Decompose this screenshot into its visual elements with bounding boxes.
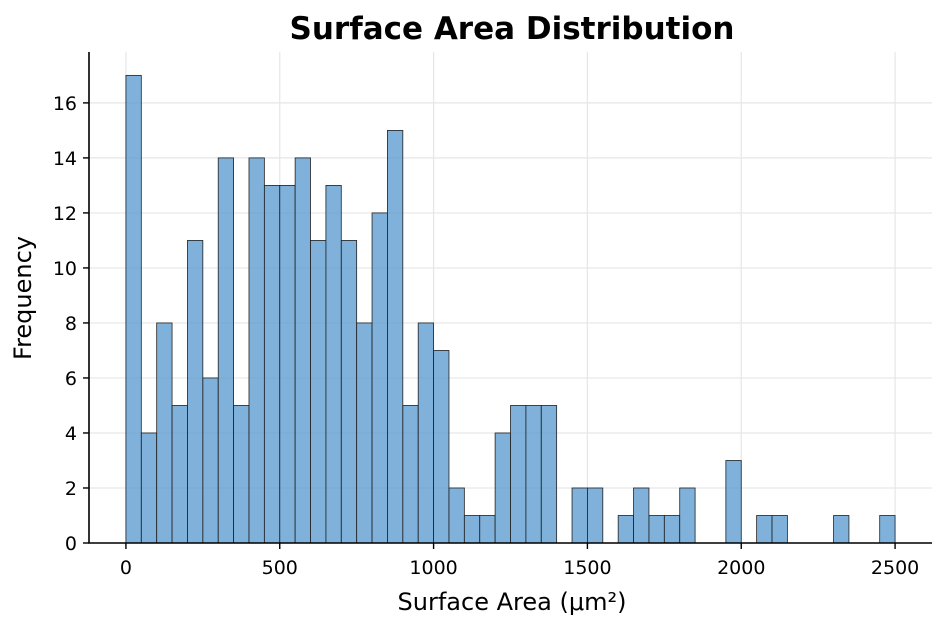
histogram-bar xyxy=(356,322,373,544)
histogram-bar xyxy=(540,405,558,544)
histogram-bar xyxy=(294,157,311,544)
x-tick-label: 2000 xyxy=(717,557,765,579)
histogram-bar xyxy=(417,322,434,544)
y-tick-label: 8 xyxy=(65,313,77,335)
y-tick-label: 16 xyxy=(53,93,77,115)
histogram-bar xyxy=(171,405,188,544)
y-tick-label: 0 xyxy=(65,533,77,555)
histogram-bar xyxy=(756,515,773,544)
y-tick-label: 4 xyxy=(65,423,77,445)
histogram-bar xyxy=(233,405,250,544)
histogram-bar xyxy=(833,515,850,544)
histogram-bar xyxy=(340,240,358,544)
histogram-bar xyxy=(310,240,327,544)
y-tick-label: 10 xyxy=(53,258,77,280)
histogram-bar xyxy=(463,515,481,544)
histogram-bar xyxy=(387,129,404,544)
histogram-bar xyxy=(617,515,634,544)
histogram-bar xyxy=(571,487,588,544)
histogram-bar xyxy=(494,432,511,544)
axes: 0 500 1000 1500 2000 2500 0 2 4 6 8 10 12 14 16 xyxy=(53,52,932,579)
histogram-bar xyxy=(879,515,896,544)
histogram-bar xyxy=(325,185,342,544)
x-tick-label: 1500 xyxy=(563,557,611,579)
chart-title: Surface Area Distribution xyxy=(290,11,735,47)
histogram-bar xyxy=(679,487,696,544)
histogram-bar xyxy=(663,515,681,544)
histogram-bar xyxy=(433,350,450,544)
histogram-bar xyxy=(648,515,665,544)
x-axis-label: Surface Area (μm²) xyxy=(398,588,627,616)
histogram-bar xyxy=(633,487,650,544)
y-tick-label: 2 xyxy=(65,478,77,500)
histogram-bar xyxy=(187,240,204,544)
histogram-bar xyxy=(371,212,388,544)
y-tick-label: 12 xyxy=(53,203,77,225)
x-tick-label: 2500 xyxy=(871,557,919,579)
y-axis-label: Frequency xyxy=(9,236,37,360)
x-tick-label: 0 xyxy=(120,557,132,579)
histogram-bar xyxy=(140,432,158,544)
histogram-bar xyxy=(525,405,542,544)
x-tick-label: 1000 xyxy=(409,557,457,579)
histogram-bar xyxy=(587,487,604,544)
histogram-bar xyxy=(402,405,419,544)
histogram-bar xyxy=(156,322,173,544)
histogram-bar xyxy=(479,515,496,544)
histogram-bar xyxy=(217,157,235,544)
histogram-bar xyxy=(279,185,296,544)
x-tick-label: 500 xyxy=(262,557,298,579)
histogram-bar xyxy=(771,515,788,544)
histogram-bar xyxy=(202,377,219,544)
histogram-bar xyxy=(725,460,742,544)
y-tick-label: 14 xyxy=(53,148,77,170)
histogram-bar xyxy=(448,487,465,544)
y-tick-label: 6 xyxy=(65,368,77,390)
histogram-bar xyxy=(510,405,527,544)
bars xyxy=(125,74,896,544)
histogram-bar xyxy=(263,185,281,544)
histogram-bar xyxy=(248,157,265,544)
histogram-bar xyxy=(125,74,142,544)
